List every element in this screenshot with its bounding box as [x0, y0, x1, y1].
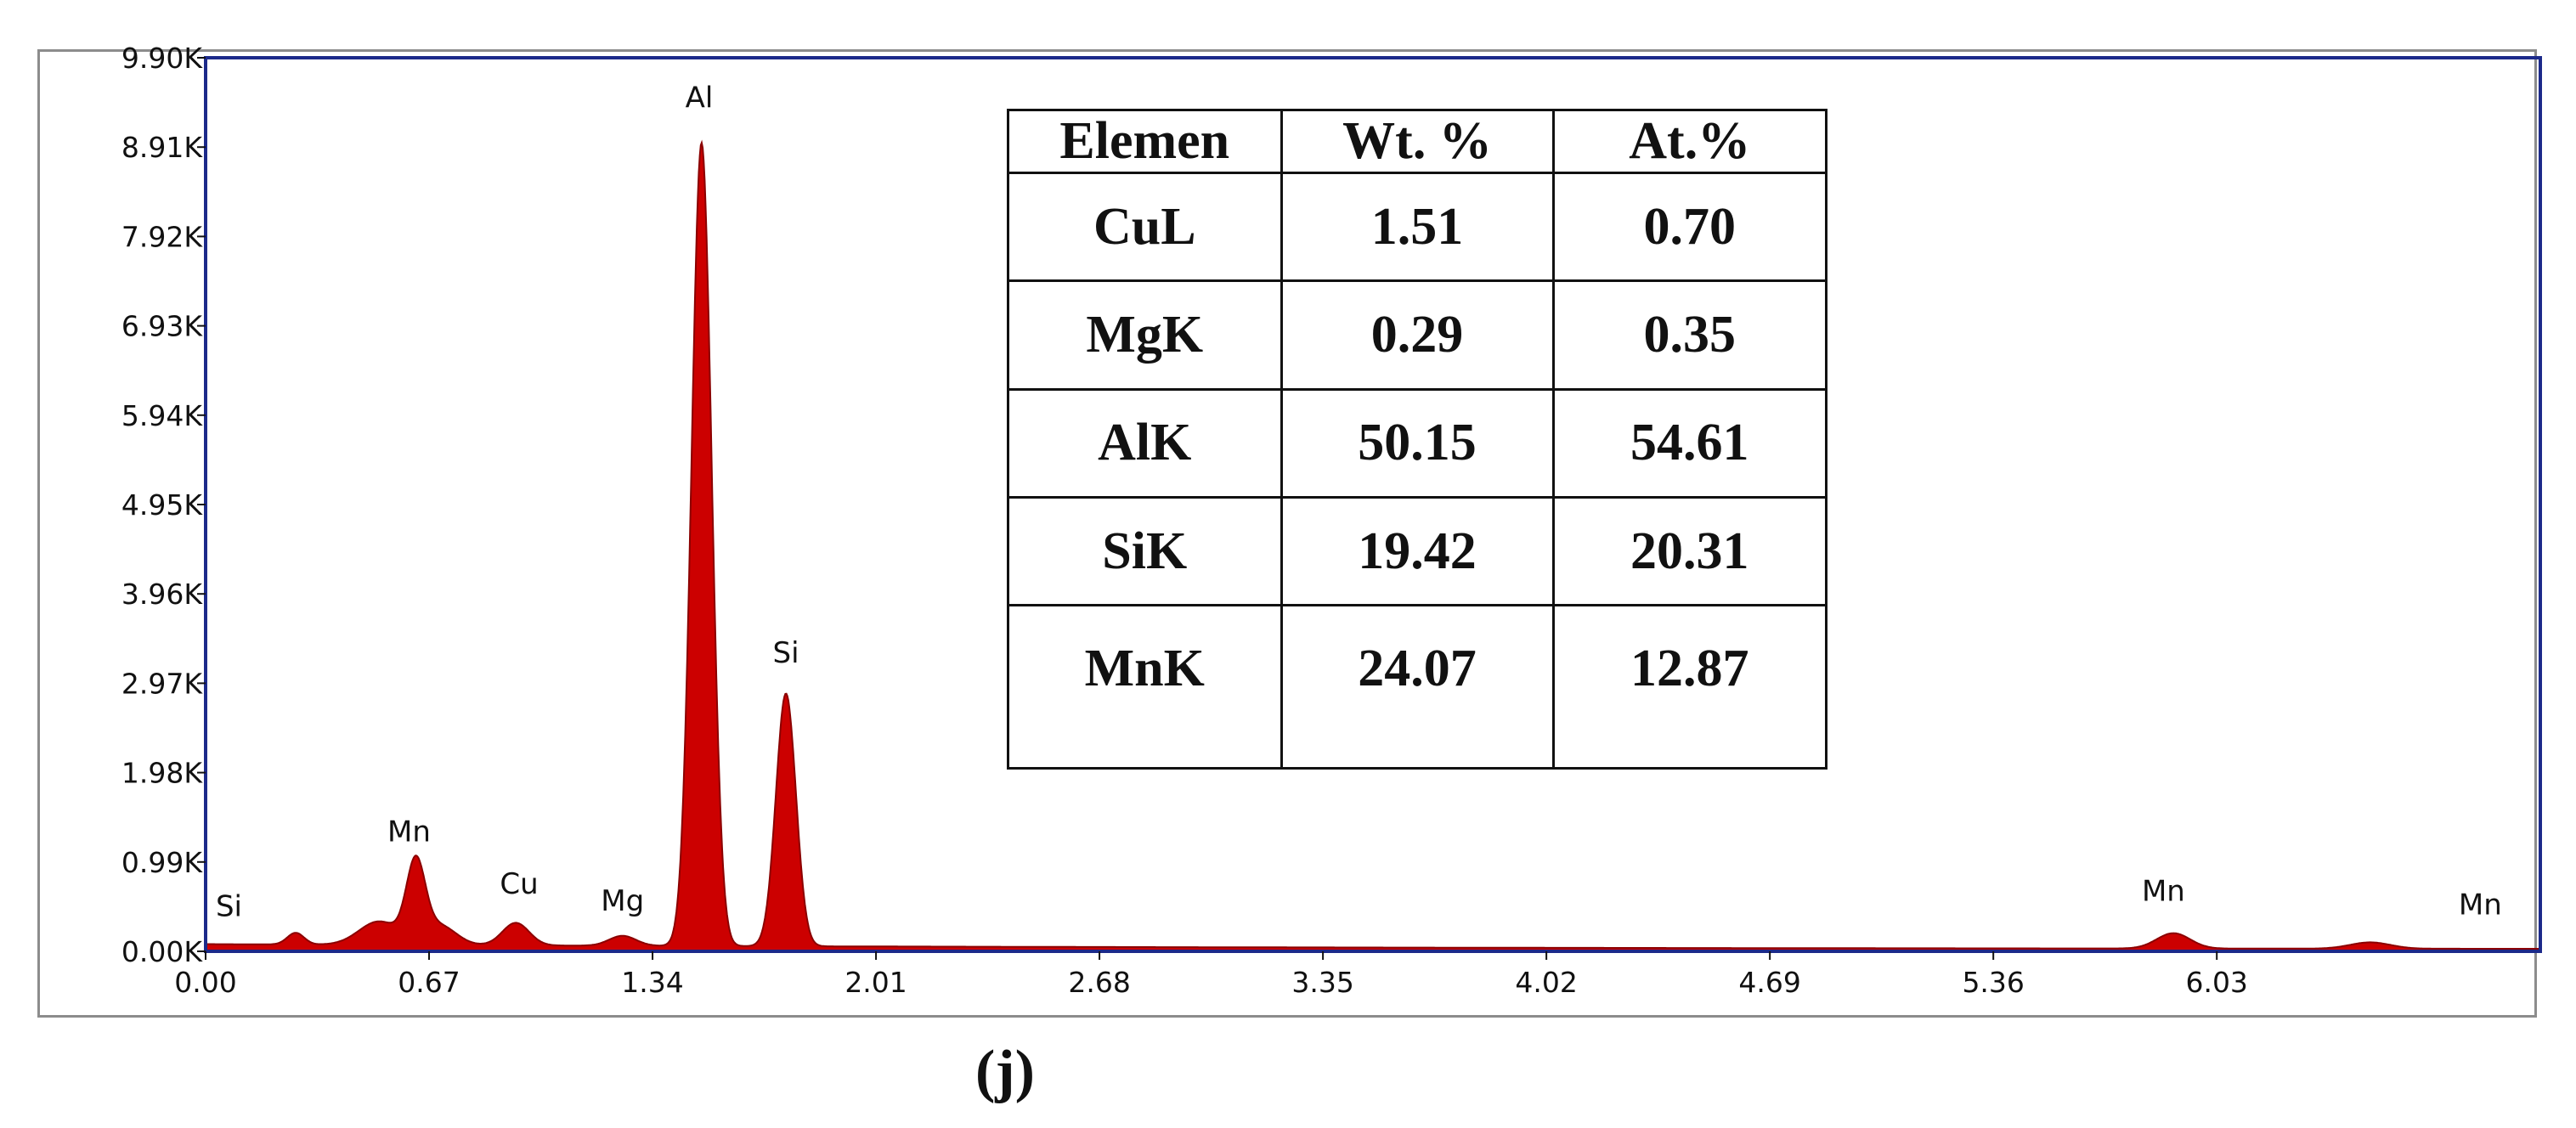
y-tick-label: 0.00K: [121, 935, 203, 968]
y-tick-label: 4.95K: [121, 488, 203, 522]
x-tick-label: 2.01: [845, 966, 907, 999]
x-tick-label: 3.35: [1291, 966, 1353, 999]
cell-at: 12.87: [1551, 604, 1825, 767]
cell-wt: 1.51: [1280, 171, 1555, 283]
x-tick-label: 2.68: [1068, 966, 1130, 999]
cell-at: 0.70: [1551, 171, 1825, 283]
y-tick-label: 3.96K: [121, 578, 203, 611]
x-tick-label: 5.36: [1962, 966, 2024, 999]
table-row: CuL 1.51 0.70: [1009, 171, 1825, 283]
composition-table: Elemen Wt. % At.% CuL 1.51 0.70 MgK 0.29…: [1007, 109, 1827, 770]
cell-wt: 19.42: [1280, 495, 1555, 607]
cell-at: 0.35: [1551, 279, 1825, 391]
x-tick-label: 4.02: [1515, 966, 1577, 999]
peak-label: Si: [216, 890, 242, 924]
cell-wt: 24.07: [1280, 604, 1555, 767]
y-tick-label: 1.98K: [121, 757, 203, 790]
peak-label: Al: [686, 81, 714, 115]
table-row: SiK 19.42 20.31: [1009, 495, 1825, 607]
x-tick-label: 4.69: [1738, 966, 1800, 999]
cell-element: MnK: [1009, 604, 1283, 767]
header-wt-percent: Wt. %: [1280, 111, 1555, 174]
cell-wt: 0.29: [1280, 279, 1555, 391]
x-tick-label: 0.67: [398, 966, 460, 999]
y-tick-label: 0.99K: [121, 846, 203, 879]
y-tick-label: 2.97K: [121, 667, 203, 700]
peak-label: Cu: [500, 867, 538, 901]
peak-label: Mn: [2459, 888, 2502, 922]
figure-caption: (j): [975, 1039, 1035, 1104]
cell-at: 54.61: [1551, 387, 1825, 499]
x-tick-label: 0.00: [174, 966, 236, 999]
table-header-row: Elemen Wt. % At.%: [1009, 111, 1825, 174]
peak-label: Si: [773, 636, 799, 670]
x-tick-label: 1.34: [621, 966, 683, 999]
cell-element: CuL: [1009, 171, 1283, 283]
table-row: MnK 24.07 12.87: [1009, 604, 1825, 767]
y-tick-label: 6.93K: [121, 310, 203, 343]
peak-label: Mg: [601, 884, 644, 918]
header-element: Elemen: [1009, 111, 1283, 174]
cell-element: SiK: [1009, 495, 1283, 607]
y-tick-label: 7.92K: [121, 220, 203, 253]
y-tick-label: 5.94K: [121, 399, 203, 432]
cell-wt: 50.15: [1280, 387, 1555, 499]
table-row: MgK 0.29 0.35: [1009, 279, 1825, 391]
peak-label: Mn: [2142, 874, 2185, 908]
table-row: AlK 50.15 54.61: [1009, 387, 1825, 499]
peak-label: Mn: [387, 815, 431, 849]
cell-element: AlK: [1009, 387, 1283, 499]
y-tick-label: 8.91K: [121, 131, 203, 164]
spectrum-area: [205, 139, 2541, 952]
y-tick-label: 9.90K: [121, 42, 203, 75]
x-tick-label: 6.03: [2185, 966, 2247, 999]
header-at-percent: At.%: [1551, 111, 1825, 174]
cell-at: 20.31: [1551, 495, 1825, 607]
cell-element: MgK: [1009, 279, 1283, 391]
